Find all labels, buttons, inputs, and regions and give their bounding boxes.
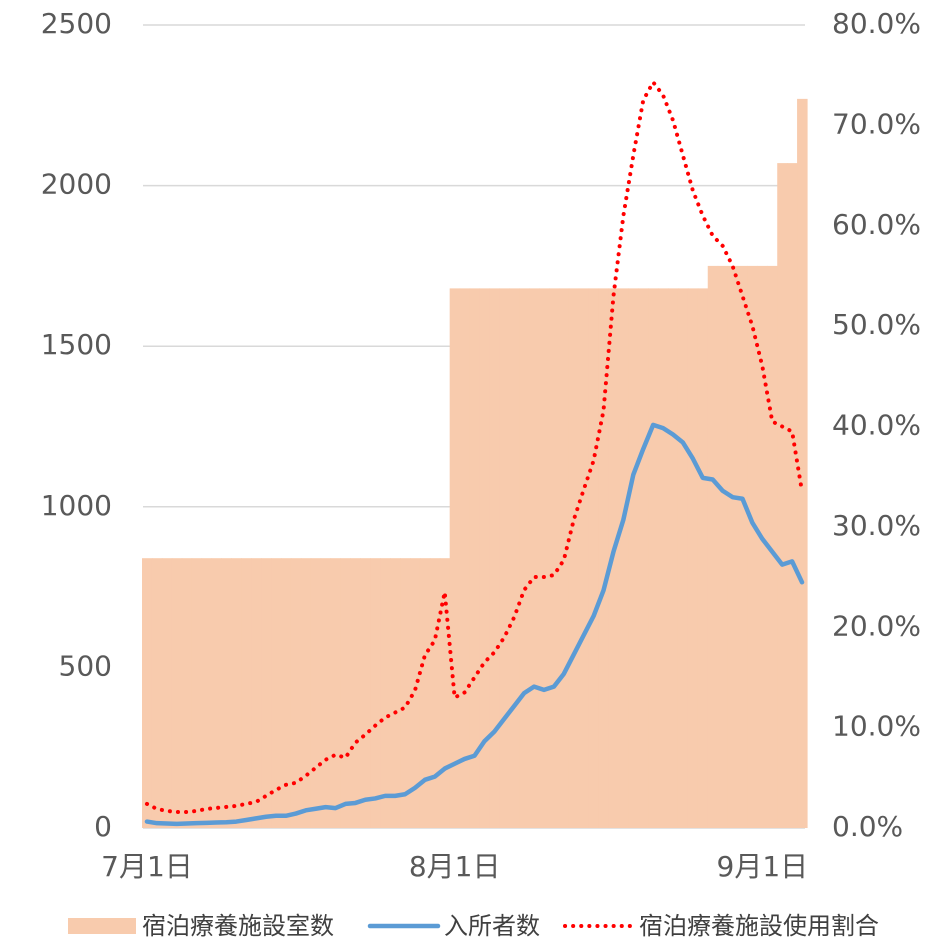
bar [707,265,719,828]
y2-tick-label: 50.0% [832,308,921,341]
bar [648,288,659,828]
bar [191,558,203,828]
bar [201,558,213,828]
bar [360,558,371,828]
y-tick-label: 2000 [41,168,112,201]
bar [340,558,352,828]
bar [171,558,183,828]
bar [221,558,232,828]
y2-tick-label: 0.0% [832,810,903,843]
x-tick-label: 8月1日 [409,850,501,883]
bar [658,288,669,828]
y-tick-label: 500 [59,649,112,682]
bar [509,288,520,828]
bar [618,288,629,828]
bar [757,265,768,828]
bar [439,558,451,828]
bar [529,288,540,828]
x-tick-label: 7月1日 [101,850,193,883]
bar [390,558,401,828]
bar [519,288,530,828]
y-tick-label: 2500 [41,7,112,40]
y-tick-label: 1000 [41,489,112,522]
bar [151,558,163,828]
y2-tick-label: 30.0% [832,509,921,542]
bar [539,288,550,828]
x-tick-label: 9月1日 [717,850,809,883]
line-series [144,422,805,827]
bar [558,288,570,828]
y2-tick-label: 20.0% [832,609,921,642]
bar [638,288,649,828]
bar [747,265,758,828]
bar [737,265,749,828]
bar [568,288,580,828]
bar [300,558,312,828]
bar [479,288,490,828]
y2-tick-label: 60.0% [832,208,921,241]
bar [241,558,252,828]
bar [499,288,510,828]
bar [370,558,381,828]
bar [489,288,500,828]
bar [380,558,391,828]
bar [310,558,322,828]
bar [548,288,560,828]
bar [271,558,282,828]
bar [787,163,798,829]
bar [350,558,361,828]
bar [598,288,610,828]
bar [320,558,332,828]
bar [677,288,689,828]
bar [211,558,223,828]
line-series [144,80,805,814]
bar [697,288,709,828]
legend-swatch [68,918,136,934]
bar [231,558,242,828]
bar [429,558,441,828]
y2-tick-label: 70.0% [832,107,921,140]
bar [330,558,342,828]
legend-label: 入所者数 [444,912,540,940]
bar [409,558,421,828]
bar [280,558,292,828]
y2-tick-label: 80.0% [832,7,921,40]
bar [727,265,739,828]
y2-tick-label: 40.0% [832,409,921,442]
bar [628,288,639,828]
bar [142,558,153,828]
bar [469,288,481,828]
bar [161,558,173,828]
bar [717,265,729,828]
bar [400,558,411,828]
y-tick-label: 1500 [41,328,112,361]
bar [449,288,461,828]
bar [687,288,699,828]
bar [261,558,272,828]
bar [777,163,788,829]
bar [181,558,193,828]
legend-label: 宿泊療養施設室数 [142,912,334,940]
bar [459,288,471,828]
bar [767,265,778,828]
y2-tick-label: 10.0% [832,710,921,743]
bar [578,288,590,828]
legend-label: 宿泊療養施設使用割合 [639,912,879,940]
bar [797,98,808,829]
bar [251,558,262,828]
bar [419,558,431,828]
bar [290,558,302,828]
y-tick-label: 0 [94,810,112,843]
bar [668,288,679,828]
bar [588,288,600,828]
